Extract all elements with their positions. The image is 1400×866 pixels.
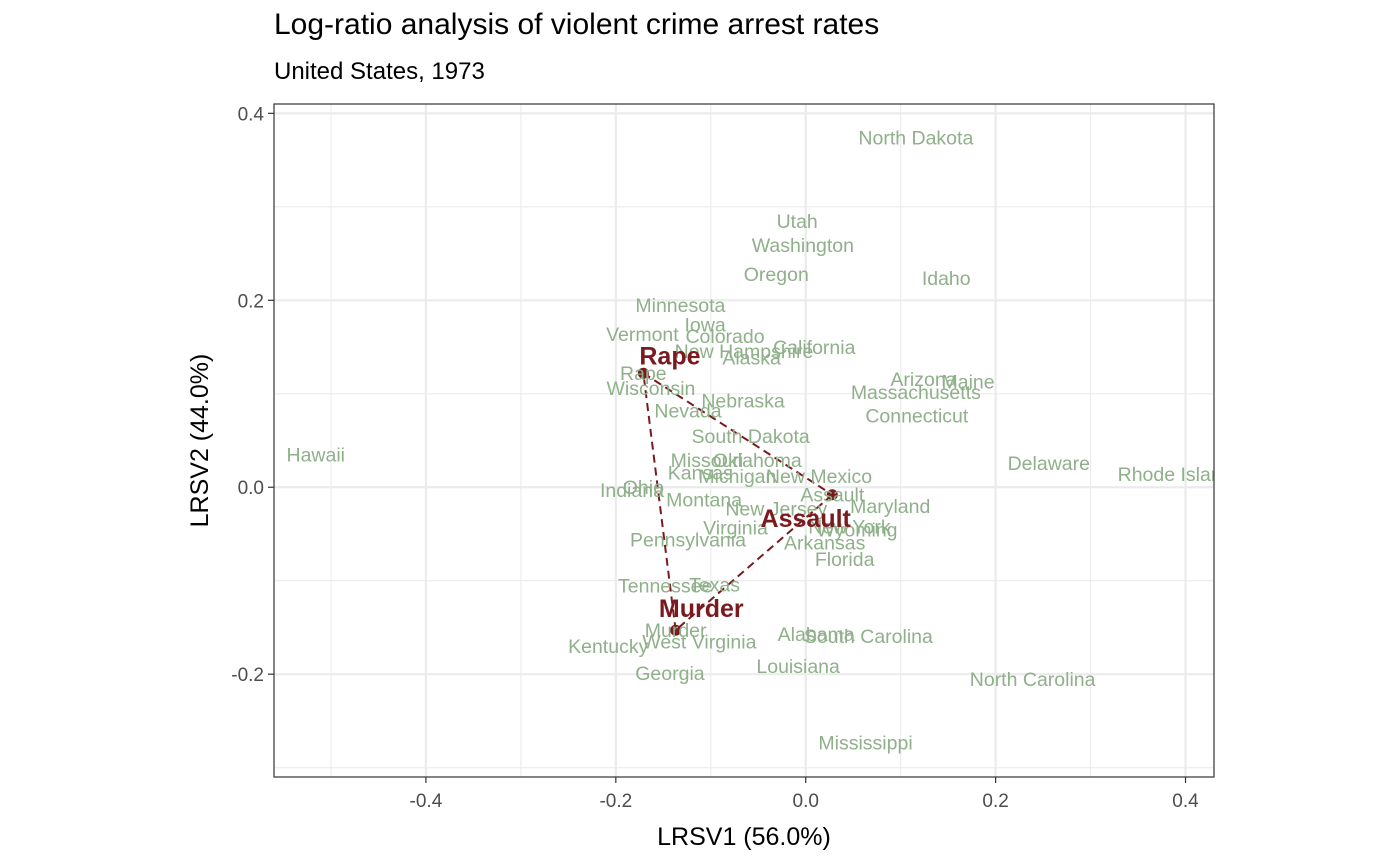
- axes: -0.4 -0.2 0.0 0.2 0.4 -0.2 0.0 0.2 0.4: [231, 104, 1199, 812]
- state-label: Hawaii: [287, 445, 346, 467]
- state-label: Tennessee: [618, 575, 712, 597]
- state-label: Texas: [689, 574, 740, 596]
- chart-subtitle: United States, 1973: [274, 58, 485, 85]
- state-label: Oklahoma: [713, 450, 802, 472]
- state-label: New Jersey: [725, 499, 827, 521]
- state-label: Assault: [800, 485, 865, 507]
- state-label: Wyoming: [816, 519, 897, 541]
- state-label: Arkansas: [784, 532, 866, 554]
- state-label: Kansas: [668, 462, 733, 484]
- x-tick-label: 0.0: [793, 791, 819, 812]
- variable-label: Murder: [659, 595, 744, 623]
- state-label: Idaho: [922, 268, 971, 290]
- state-label: Rhode Island: [1118, 464, 1233, 486]
- state-label: Vermont: [606, 324, 679, 346]
- panel-border: [273, 103, 1215, 778]
- variable-point: [826, 489, 838, 501]
- variable-points: [637, 367, 838, 636]
- y-axis-title: LRSV2 (44.0%): [186, 354, 214, 528]
- y-tick-label: 0.2: [238, 291, 264, 312]
- state-label: Washington: [752, 235, 854, 257]
- state-label: Wisconsin: [607, 378, 696, 400]
- y-tick-label: 0.0: [238, 478, 264, 499]
- state-label: Oregon: [744, 264, 809, 286]
- state-label: Massachusetts: [851, 382, 981, 404]
- state-label: Louisiana: [756, 656, 840, 678]
- state-label: North Carolina: [970, 669, 1096, 691]
- variable-labels: Rape Assault Murder: [639, 342, 851, 622]
- state-label: Michigan: [698, 466, 776, 488]
- variable-triangle: [642, 372, 833, 632]
- x-axis-title: LRSV1 (56.0%): [657, 823, 831, 851]
- state-label: Connecticut: [865, 405, 969, 427]
- state-label: South Carolina: [804, 626, 933, 648]
- state-label: Maine: [942, 372, 995, 394]
- state-label: New York: [808, 516, 891, 538]
- state-label: South Dakota: [692, 426, 810, 448]
- state-label: Ohio: [623, 477, 664, 499]
- variable-label: Rape: [639, 342, 700, 370]
- variable-point: [637, 367, 649, 379]
- variable-point: [670, 624, 682, 636]
- state-label: Nebraska: [701, 390, 785, 412]
- state-label: Arizona: [890, 369, 956, 391]
- state-label: Mississippi: [818, 732, 912, 754]
- variable-label: Assault: [761, 505, 852, 533]
- state-label: Colorado: [685, 326, 764, 348]
- chart-title: Log-ratio analysis of violent crime arre…: [274, 8, 880, 41]
- state-label: Florida: [815, 549, 875, 571]
- state-label: Nevada: [654, 401, 721, 423]
- state-label: North Dakota: [858, 128, 973, 150]
- state-label: Murder: [645, 620, 707, 642]
- state-label: New Mexico: [766, 466, 872, 488]
- variable-link: [674, 493, 833, 632]
- state-label: Alabama: [778, 624, 855, 646]
- y-tick-label: -0.2: [231, 665, 264, 686]
- variable-link: [642, 373, 677, 631]
- x-tick-label: 0.4: [1172, 791, 1199, 812]
- state-label: Virginia: [703, 517, 768, 539]
- x-tick-label: -0.2: [599, 791, 632, 812]
- state-label: Missouri: [671, 450, 744, 472]
- state-label: Pennsylvania: [630, 530, 746, 552]
- state-label: California: [773, 337, 856, 359]
- state-label: Delaware: [1008, 453, 1090, 475]
- state-label: Maryland: [850, 496, 930, 518]
- state-label: Iowa: [684, 315, 725, 337]
- grid: [274, 104, 1214, 777]
- state-label: Rape: [620, 363, 667, 385]
- x-tick-label: 0.2: [982, 791, 1008, 812]
- state-label: Montana: [666, 489, 742, 511]
- state-label: New Hampshire: [675, 341, 814, 363]
- x-tick-label: -0.4: [410, 791, 443, 812]
- state-label: Kentucky: [568, 636, 648, 658]
- state-label: Utah: [777, 211, 818, 233]
- state-label: Georgia: [635, 663, 705, 685]
- variable-link: [642, 372, 833, 496]
- y-tick-label: 0.4: [238, 104, 265, 125]
- state-label: West Virginia: [642, 631, 756, 653]
- state-label: Minnesota: [635, 295, 725, 317]
- state-label: Indiana: [600, 480, 664, 502]
- state-label: Alaska: [722, 347, 781, 369]
